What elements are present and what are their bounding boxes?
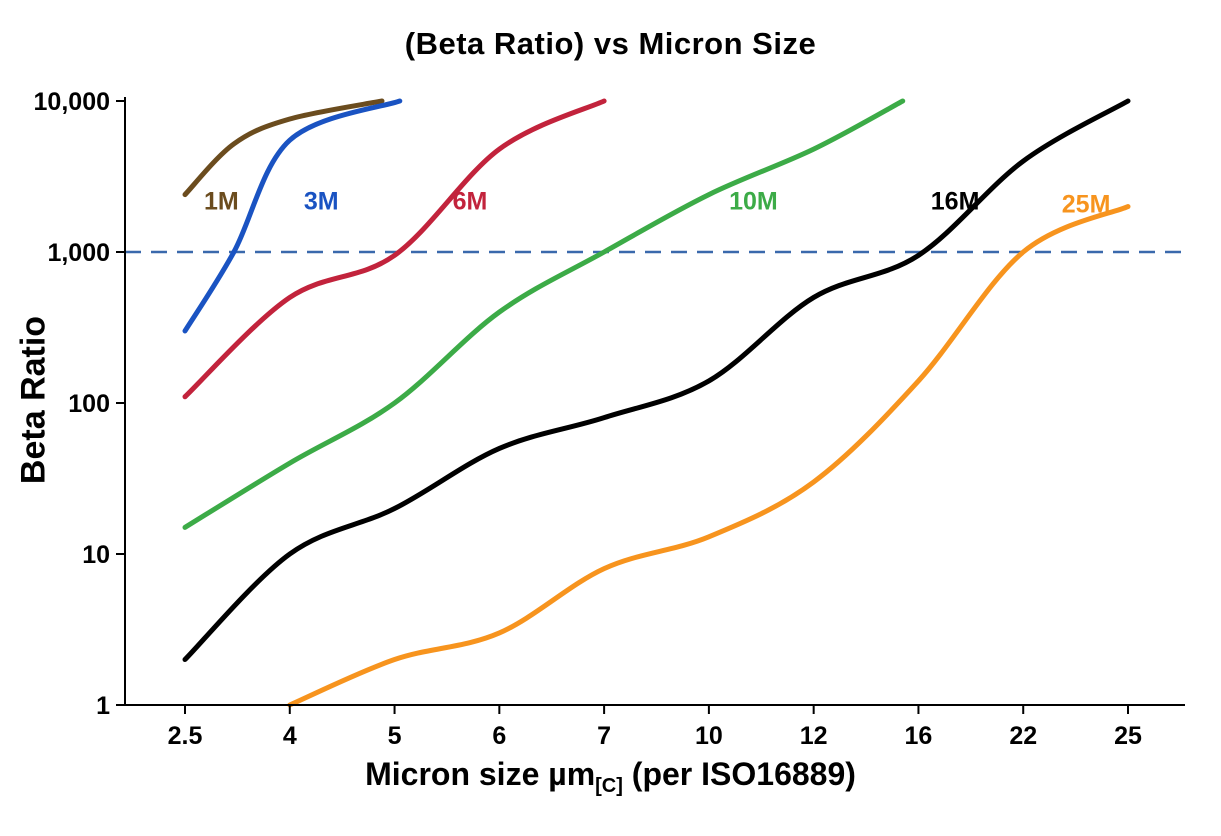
series-line-16M <box>182 98 1131 663</box>
x-tick-label: 2.5 <box>168 722 203 750</box>
series-label-6M: 6M <box>453 187 488 215</box>
x-tick-label: 22 <box>1009 722 1037 750</box>
x-tick-label: 12 <box>800 722 828 750</box>
x-tick-label: 4 <box>283 722 297 750</box>
y-tick-label: 100 <box>68 390 110 418</box>
y-tick-label: 1 <box>96 692 110 720</box>
y-tick-label: 1,000 <box>47 239 110 267</box>
series-line-6M <box>182 98 607 400</box>
x-tick-label: 10 <box>695 722 723 750</box>
series-label-10M: 10M <box>729 187 778 215</box>
chart-title: (Beta Ratio) vs Micron Size <box>404 26 817 61</box>
x-tick-label: 5 <box>388 722 402 750</box>
x-tick-label: 25 <box>1114 722 1142 750</box>
x-axis-title-subscript: [C] <box>595 775 623 797</box>
x-axis-title-suffix: (per ISO16889) <box>622 756 856 792</box>
series-label-3M: 3M <box>304 187 339 215</box>
series-line-1M <box>182 98 385 198</box>
x-tick-label: 16 <box>905 722 933 750</box>
series-line-25M <box>287 204 1131 708</box>
x-tick-label: 7 <box>597 722 611 750</box>
x-tick-label: 6 <box>492 722 506 750</box>
series-line-3M <box>182 98 403 334</box>
x-axis-title: Micron size µm[C] (per ISO16889) <box>0 756 1221 797</box>
y-tick-label: 10,000 <box>34 88 110 116</box>
y-tick-label: 10 <box>82 541 110 569</box>
series-line-10M <box>182 98 906 530</box>
series-label-16M: 16M <box>931 187 980 215</box>
x-axis-title-main: Micron size µm <box>365 756 596 792</box>
series-label-25M: 25M <box>1062 190 1111 218</box>
series-label-1M: 1M <box>204 187 239 215</box>
